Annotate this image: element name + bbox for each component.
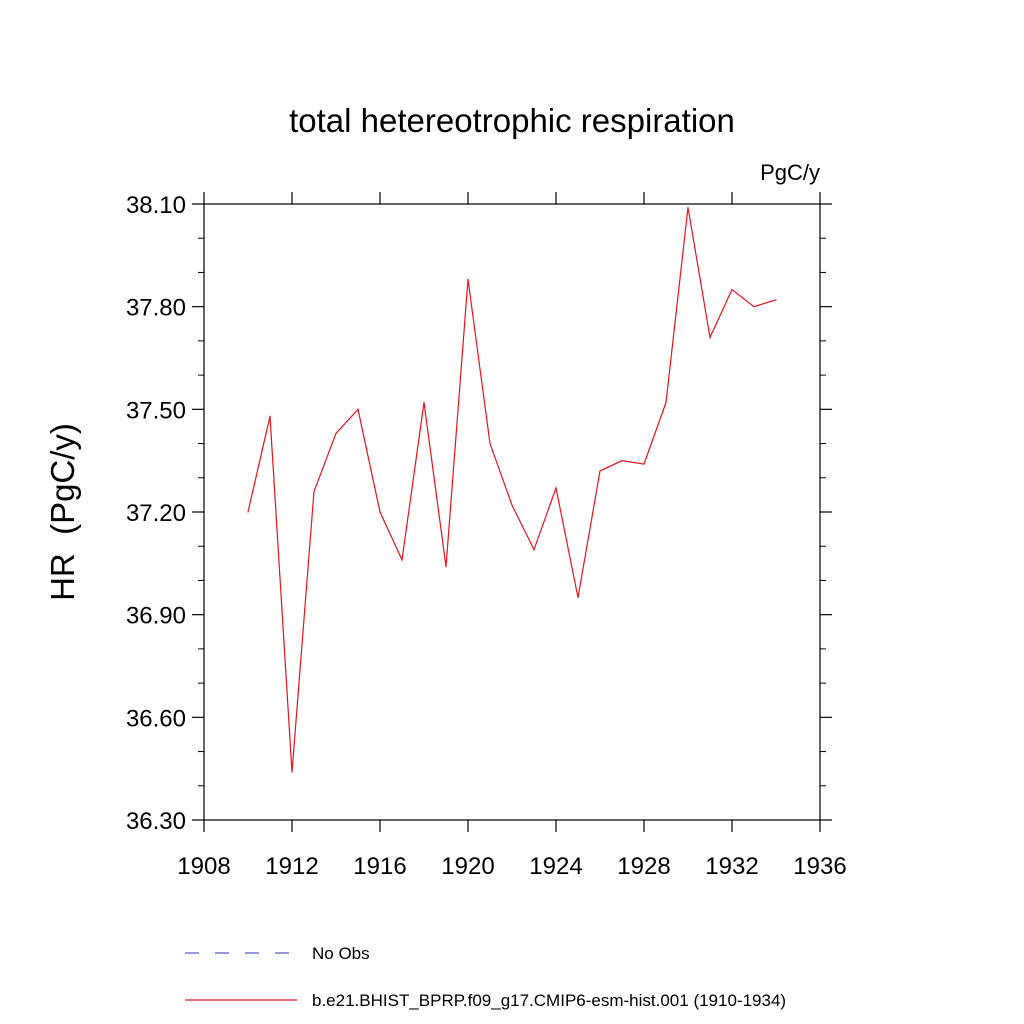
data-point xyxy=(445,566,447,568)
y-axis-label: HR (PgC/y) xyxy=(44,423,81,601)
x-axis: 1908 1912 1916 1920 1924 1928 1932 1936 xyxy=(177,192,847,880)
data-point xyxy=(599,470,601,472)
x-tick-label: 1916 xyxy=(353,853,406,880)
data-point xyxy=(379,511,381,513)
data-point xyxy=(489,442,491,445)
data-point xyxy=(621,460,623,462)
y-tick-label: 36.90 xyxy=(126,603,186,630)
data-point xyxy=(731,288,733,291)
y-tick-label: 36.30 xyxy=(126,808,186,835)
data-point xyxy=(269,415,271,417)
units-label: PgC/y xyxy=(760,160,820,185)
legend-label-model: b.e21.BHIST_BPRP.f09_g17.CMIP6-esm-hist.… xyxy=(312,991,786,1010)
chart-title: total hetereotrophic respiration xyxy=(289,102,735,139)
x-tick-label: 1932 xyxy=(705,853,758,880)
data-point xyxy=(555,487,557,489)
data-point xyxy=(401,559,403,561)
data-point xyxy=(247,511,249,513)
y-tick-label: 38.10 xyxy=(126,192,186,219)
x-tick-label: 1936 xyxy=(793,853,846,880)
data-point xyxy=(357,408,359,410)
data-point xyxy=(533,549,535,551)
data-point xyxy=(643,463,645,465)
series-line xyxy=(247,207,777,773)
x-tick-label: 1924 xyxy=(529,853,582,880)
legend: No Obs b.e21.BHIST_BPRP.f09_g17.CMIP6-es… xyxy=(185,944,786,1010)
y-tick-label: 37.20 xyxy=(126,500,186,527)
x-tick-label: 1928 xyxy=(617,853,670,880)
data-point xyxy=(687,206,689,209)
data-point xyxy=(577,596,579,599)
series-group xyxy=(247,206,777,773)
data-point xyxy=(423,401,425,404)
data-point xyxy=(313,490,315,493)
y-tick-label: 37.80 xyxy=(126,295,186,322)
x-tick-label: 1908 xyxy=(177,853,230,880)
data-point xyxy=(709,336,711,339)
y-axis: 36.30 36.60 36.90 37.20 37.50 37.80 38.10 xyxy=(126,192,832,835)
data-point xyxy=(467,278,469,280)
data-point xyxy=(335,432,337,434)
legend-label-no-obs: No Obs xyxy=(312,944,370,963)
data-point xyxy=(753,306,755,308)
data-point xyxy=(775,299,777,301)
x-tick-label: 1912 xyxy=(265,853,318,880)
data-point xyxy=(291,771,293,773)
data-point xyxy=(665,401,667,404)
plot-frame xyxy=(203,203,821,821)
x-tick-label: 1920 xyxy=(441,853,494,880)
y-tick-label: 37.50 xyxy=(126,397,186,424)
y-tick-label: 36.60 xyxy=(126,705,186,732)
data-point xyxy=(511,504,513,506)
